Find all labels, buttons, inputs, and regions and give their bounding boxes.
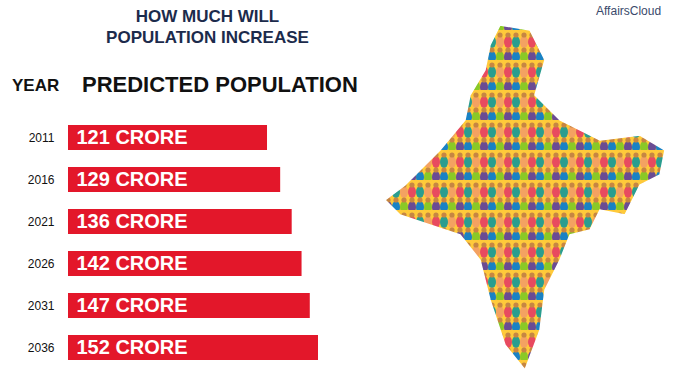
html-text:HOW MUCH WILL POPULATION INCRE: HOW MUCH WILL POPULATION INCREASE [106, 7, 309, 47]
svg-text:136 CRORE: 136 CRORE [77, 210, 188, 232]
svg-text:2031: 2031 [28, 299, 55, 313]
html-text:AffairsCloud: AffairsCloud [596, 4, 662, 18]
svg-text:121 CRORE: 121 CRORE [77, 126, 188, 148]
svg-text:2036: 2036 [28, 341, 55, 355]
svg-text:2016: 2016 [28, 173, 55, 187]
svg-text:142 CRORE: 142 CRORE [77, 252, 188, 274]
svg-text:152 CRORE: 152 CRORE [77, 336, 188, 358]
html-text:PREDICTED POPULATION: PREDICTED POPULATION [82, 72, 358, 97]
svg-text:129 CRORE: 129 CRORE [77, 168, 188, 190]
svg-text:2026: 2026 [28, 257, 55, 271]
html-text:YEAR: YEAR [12, 76, 60, 95]
svg-text:2021: 2021 [28, 215, 55, 229]
svg-text:2011: 2011 [29, 131, 55, 145]
svg-text:147 CRORE: 147 CRORE [77, 294, 188, 316]
